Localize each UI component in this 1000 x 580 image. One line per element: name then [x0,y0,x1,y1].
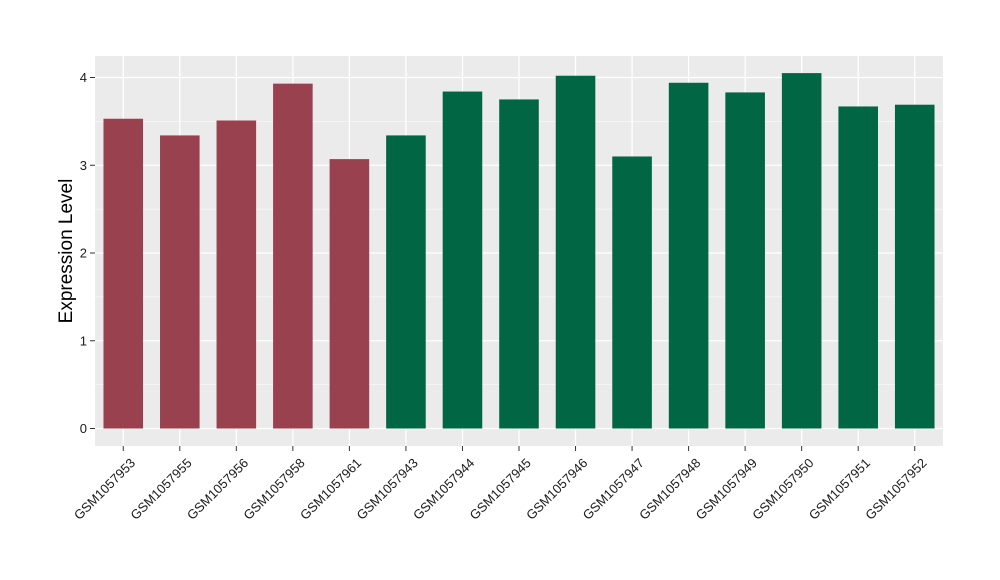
x-axis: GSM1057953GSM1057955GSM1057956GSM1057958… [71,446,930,523]
y-tick-label: 2 [80,246,87,261]
bar-GSM1057950 [781,73,822,429]
bar-GSM1057956 [216,120,257,429]
bar-GSM1057944 [442,91,483,429]
bar-GSM1057947 [612,156,652,429]
y-axis-title: Expression Level [56,179,77,324]
bar-GSM1057943 [386,135,426,429]
bar-GSM1057952 [894,104,935,429]
bar-GSM1057955 [160,135,200,429]
bars [103,73,935,429]
bar-GSM1057961 [329,159,370,429]
y-axis: 0 1 2 3 4 [80,70,95,436]
y-tick-label: 4 [80,70,87,85]
bar-GSM1057951 [838,106,878,429]
y-tick-label: 3 [80,158,87,173]
bar-GSM1057945 [499,99,539,429]
bar-GSM1057946 [555,75,596,429]
bar-GSM1057958 [273,83,313,429]
bar-GSM1057949 [725,92,765,429]
bar-GSM1057948 [668,82,709,429]
y-tick-label: 0 [80,421,87,436]
bar-GSM1057953 [103,118,144,429]
y-tick-label: 1 [80,333,87,348]
